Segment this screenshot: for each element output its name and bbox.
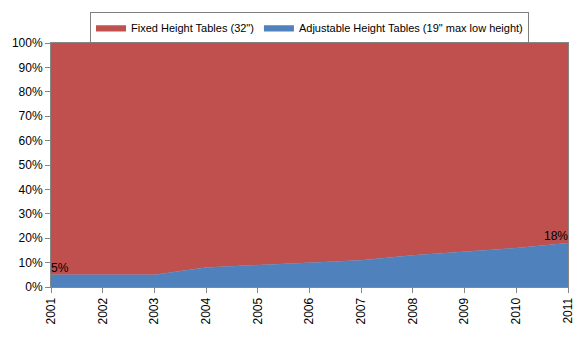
svg-text:2001: 2001 — [44, 297, 58, 324]
svg-text:80%: 80% — [19, 85, 43, 99]
svg-text:60%: 60% — [19, 134, 43, 148]
svg-text:90%: 90% — [19, 61, 43, 75]
svg-text:2004: 2004 — [199, 297, 213, 324]
svg-text:2005: 2005 — [251, 297, 265, 324]
svg-text:50%: 50% — [19, 158, 43, 172]
svg-text:100%: 100% — [12, 36, 43, 50]
svg-text:20%: 20% — [19, 231, 43, 245]
svg-text:Fixed Height Tables (32"): Fixed Height Tables (32") — [131, 22, 254, 34]
svg-text:2002: 2002 — [96, 297, 110, 324]
svg-text:10%: 10% — [19, 256, 43, 270]
svg-text:2011: 2011 — [561, 297, 575, 323]
svg-text:2008: 2008 — [406, 297, 420, 324]
svg-text:40%: 40% — [19, 183, 43, 197]
svg-text:2006: 2006 — [302, 297, 316, 324]
svg-text:2003: 2003 — [147, 297, 161, 324]
svg-text:30%: 30% — [19, 207, 43, 221]
svg-text:2010: 2010 — [509, 297, 523, 324]
svg-text:70%: 70% — [19, 109, 43, 123]
svg-text:5%: 5% — [51, 261, 69, 275]
svg-text:2009: 2009 — [458, 297, 472, 324]
svg-text:18%: 18% — [544, 229, 568, 243]
svg-text:2007: 2007 — [354, 297, 368, 324]
svg-text:Adjustable Height Tables (19": Adjustable Height Tables (19" max low he… — [299, 22, 523, 34]
svg-text:0%: 0% — [25, 280, 43, 294]
